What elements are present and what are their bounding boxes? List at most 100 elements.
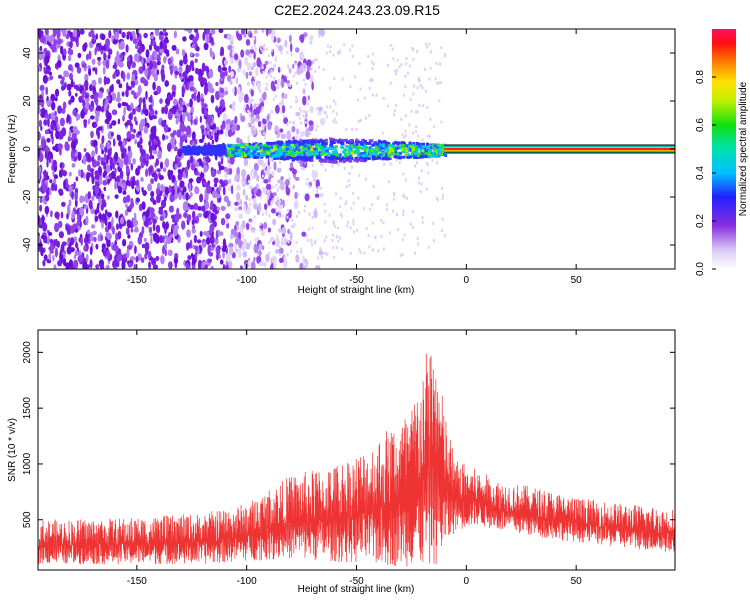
heatmap-cell [137, 141, 141, 148]
heatmap-cell [303, 68, 306, 72]
heatmap-cell [381, 152, 385, 156]
heatmap-cell [271, 199, 274, 203]
heatmap-cell [444, 54, 447, 58]
heatmap-cell [272, 192, 277, 197]
heatmap-cell [267, 173, 270, 177]
heatmap-cell [148, 96, 152, 103]
heatmap-cell [318, 250, 324, 256]
heatmap-cell [202, 31, 206, 41]
heatmap-cell [340, 212, 343, 216]
heatmap-cell [289, 152, 292, 156]
heatmap-cell [73, 236, 78, 243]
heatmap-cell [289, 34, 292, 43]
heatmap-cell [221, 66, 228, 72]
heatmap-cell [368, 146, 372, 150]
heatmap-cell [252, 150, 256, 154]
heatmap-cell [404, 75, 407, 78]
heatmap-cell [205, 152, 209, 156]
heatmap-cell [107, 54, 111, 60]
heatmap-cell [221, 120, 226, 130]
heatmap-cell [227, 74, 232, 82]
heatmap-cell [323, 251, 326, 255]
heatmap-cell [75, 176, 79, 182]
heatmap-cell [219, 129, 224, 135]
heatmap-cell [302, 67, 305, 70]
heatmap-cell [63, 48, 67, 56]
heatmap-cell [331, 138, 335, 142]
heatmap-cell [122, 190, 127, 195]
heatmap-cell [251, 132, 254, 136]
heatmap-cell [126, 219, 132, 229]
heatmap-cell [53, 174, 59, 180]
heatmap-cell [208, 68, 214, 79]
heatmap-cell [297, 142, 301, 146]
heatmap-cell [279, 200, 281, 204]
heatmap-cell [102, 213, 107, 220]
heatmap-cell [145, 49, 150, 59]
colorbar: 0.00.20.40.60.8 Normalized spectral ampl… [695, 29, 749, 276]
heatmap-cell [270, 145, 273, 149]
heatmap-cell [93, 95, 98, 103]
heatmap-cell [75, 241, 79, 249]
heatmap-cell [299, 121, 302, 125]
heatmap-cell [351, 44, 354, 48]
heatmap-cell [115, 210, 119, 219]
heatmap-cell [54, 247, 59, 258]
heatmap-cell [209, 206, 214, 210]
heatmap-cell [305, 158, 309, 162]
heatmap-cell [43, 247, 46, 253]
heatmap-cell [396, 68, 399, 72]
colorbar-tick-label: 0.8 [695, 70, 706, 84]
heatmap-cell [378, 156, 381, 160]
heatmap-cell [111, 109, 118, 116]
heatmap-cell [89, 246, 93, 256]
heatmap-cell [384, 155, 388, 159]
heatmap-cell [287, 208, 289, 212]
heatmap-cell [91, 150, 96, 158]
heatmap-cell [136, 92, 141, 97]
heatmap-cell [137, 235, 143, 245]
heatmap-cell [122, 51, 126, 56]
heatmap-cell [284, 179, 290, 187]
heatmap-cell [283, 93, 288, 100]
heatmap-cell [428, 149, 432, 153]
heatmap-cell [411, 225, 414, 229]
heatmap-cell [214, 132, 219, 143]
heatmap-cell [374, 157, 378, 160]
heatmap-cell [414, 164, 416, 168]
heatmap-cell [185, 262, 190, 269]
heatmap-cell [380, 140, 384, 144]
x-tick-label: 0 [464, 275, 470, 286]
heatmap-cell [260, 155, 264, 159]
heatmap-cell [182, 201, 187, 212]
heatmap-cell [90, 130, 94, 139]
heatmap-cell [111, 120, 117, 126]
heatmap-cell [52, 159, 57, 168]
heatmap-cell [256, 237, 259, 241]
heatmap-cell [302, 95, 307, 106]
heatmap-cell [189, 52, 193, 57]
heatmap-cell [422, 145, 426, 149]
heatmap-cell [112, 39, 118, 45]
heatmap-cell [247, 124, 250, 127]
heatmap-cell [63, 179, 66, 190]
heatmap-cell [408, 141, 412, 145]
heatmap-cell [189, 204, 195, 210]
heatmap-cell [302, 255, 305, 263]
heatmap-cell [52, 239, 56, 247]
heatmap-cell [120, 40, 125, 50]
heatmap-cell [249, 223, 251, 227]
heatmap-cell [282, 143, 285, 147]
heatmap-cell [49, 179, 53, 184]
heatmap-cell [310, 238, 313, 244]
heatmap-cell [106, 88, 110, 94]
heatmap-cell [402, 194, 405, 197]
heatmap-cell [392, 209, 395, 213]
heatmap-cell [289, 162, 294, 168]
heatmap-cell [306, 153, 310, 157]
heatmap-cell [423, 146, 427, 150]
heatmap-cell [401, 144, 405, 148]
heatmap-cell [300, 109, 303, 113]
heatmap-cell [189, 192, 193, 198]
